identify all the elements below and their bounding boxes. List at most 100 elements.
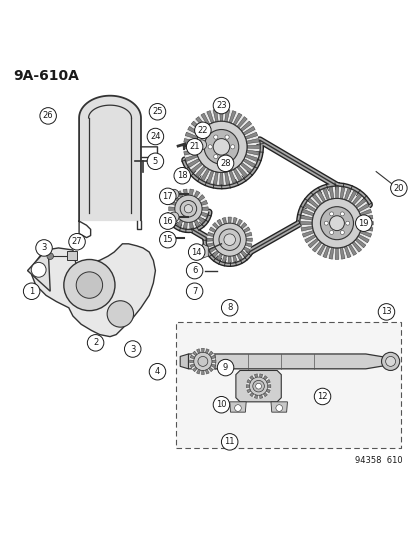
Polygon shape xyxy=(206,171,214,183)
Polygon shape xyxy=(240,251,246,257)
Polygon shape xyxy=(200,168,209,181)
Polygon shape xyxy=(183,139,196,143)
Polygon shape xyxy=(207,243,214,247)
Circle shape xyxy=(180,200,196,217)
Text: 20: 20 xyxy=(393,183,403,192)
Polygon shape xyxy=(339,187,344,199)
Circle shape xyxy=(213,155,217,159)
Polygon shape xyxy=(335,187,338,198)
Polygon shape xyxy=(224,172,229,184)
Polygon shape xyxy=(79,96,141,221)
Circle shape xyxy=(196,140,206,150)
Text: 22: 22 xyxy=(197,126,208,135)
Polygon shape xyxy=(188,354,390,369)
Polygon shape xyxy=(194,220,199,227)
Polygon shape xyxy=(259,374,262,377)
Polygon shape xyxy=(216,253,222,260)
Circle shape xyxy=(390,180,406,196)
Circle shape xyxy=(345,221,349,225)
Polygon shape xyxy=(339,247,344,259)
Polygon shape xyxy=(246,379,250,383)
Circle shape xyxy=(47,253,53,260)
Circle shape xyxy=(169,189,178,199)
Polygon shape xyxy=(194,191,199,198)
Polygon shape xyxy=(233,113,241,125)
Polygon shape xyxy=(213,109,218,122)
Polygon shape xyxy=(246,139,259,143)
Polygon shape xyxy=(176,191,183,198)
Polygon shape xyxy=(228,110,235,123)
Polygon shape xyxy=(172,195,178,201)
Polygon shape xyxy=(197,216,204,223)
Text: 5: 5 xyxy=(152,157,158,166)
Polygon shape xyxy=(243,227,249,232)
Text: 27: 27 xyxy=(71,237,82,246)
Polygon shape xyxy=(244,232,252,237)
Text: 7: 7 xyxy=(192,287,197,296)
FancyBboxPatch shape xyxy=(66,251,77,260)
Polygon shape xyxy=(192,351,197,356)
Polygon shape xyxy=(357,235,368,243)
Polygon shape xyxy=(335,248,338,260)
Polygon shape xyxy=(228,256,231,262)
Polygon shape xyxy=(169,207,174,211)
Polygon shape xyxy=(360,215,372,220)
Circle shape xyxy=(206,217,252,262)
Polygon shape xyxy=(351,241,361,252)
Polygon shape xyxy=(240,222,246,229)
Polygon shape xyxy=(200,113,209,125)
Text: 17: 17 xyxy=(162,192,173,201)
Polygon shape xyxy=(201,348,204,352)
Text: 9A-610A: 9A-610A xyxy=(13,69,79,83)
Polygon shape xyxy=(183,145,195,149)
Text: 6: 6 xyxy=(192,266,197,275)
Circle shape xyxy=(184,205,192,213)
Text: 28: 28 xyxy=(220,159,230,168)
Polygon shape xyxy=(216,219,222,226)
Circle shape xyxy=(217,359,233,376)
Polygon shape xyxy=(236,117,247,128)
Circle shape xyxy=(147,153,163,169)
Polygon shape xyxy=(219,172,223,185)
Text: 2: 2 xyxy=(93,338,98,348)
Circle shape xyxy=(204,130,238,164)
Polygon shape xyxy=(210,355,215,359)
Text: 24: 24 xyxy=(150,132,160,141)
Circle shape xyxy=(255,383,261,389)
Text: 19: 19 xyxy=(358,219,368,228)
Polygon shape xyxy=(229,402,246,412)
Polygon shape xyxy=(359,230,371,237)
Polygon shape xyxy=(189,360,193,363)
Polygon shape xyxy=(183,222,187,229)
Polygon shape xyxy=(190,364,195,368)
Polygon shape xyxy=(347,191,356,203)
Polygon shape xyxy=(209,247,216,253)
Circle shape xyxy=(195,122,247,172)
Circle shape xyxy=(329,230,333,235)
Polygon shape xyxy=(254,374,257,377)
Polygon shape xyxy=(212,251,218,257)
Text: 14: 14 xyxy=(191,247,202,256)
Polygon shape xyxy=(212,222,218,229)
Polygon shape xyxy=(266,389,270,393)
Polygon shape xyxy=(185,155,197,161)
Circle shape xyxy=(213,135,217,139)
Polygon shape xyxy=(304,204,316,212)
Polygon shape xyxy=(316,244,325,255)
Circle shape xyxy=(234,405,241,411)
Text: 94358  610: 94358 610 xyxy=(354,456,402,465)
Polygon shape xyxy=(270,402,287,412)
Text: 4: 4 xyxy=(154,367,160,376)
Polygon shape xyxy=(176,220,183,227)
Polygon shape xyxy=(357,204,368,212)
Text: 11: 11 xyxy=(224,438,234,446)
Polygon shape xyxy=(213,172,218,184)
Text: 8: 8 xyxy=(226,303,232,312)
Polygon shape xyxy=(236,219,242,226)
Polygon shape xyxy=(304,235,316,243)
Polygon shape xyxy=(351,194,361,205)
Circle shape xyxy=(320,207,353,240)
Polygon shape xyxy=(187,126,199,135)
Circle shape xyxy=(311,198,361,248)
Polygon shape xyxy=(322,189,329,200)
